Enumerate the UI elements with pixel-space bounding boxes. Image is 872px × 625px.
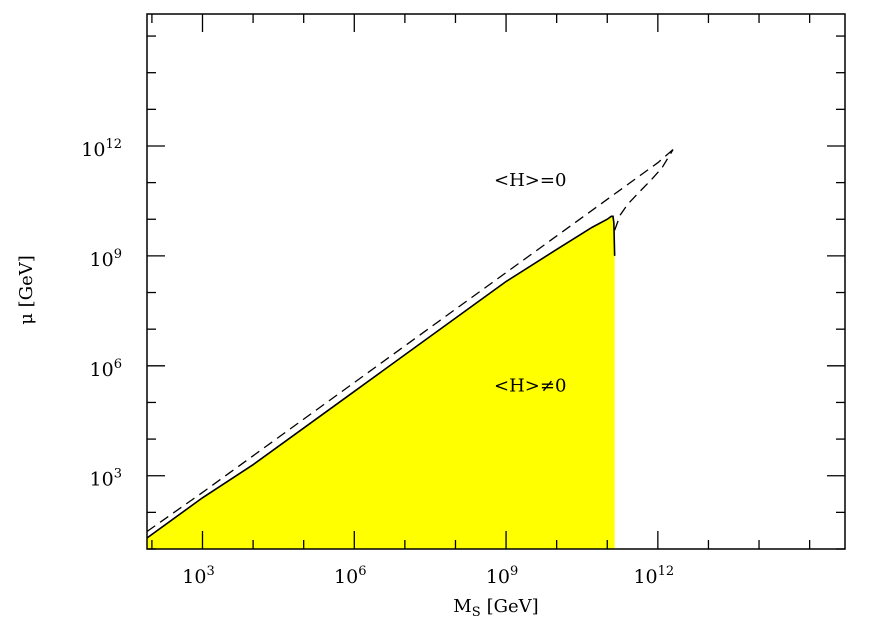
annotation-0: <H>=0: [494, 170, 566, 191]
x-axis-label: MS [GeV]: [453, 596, 538, 620]
dashed-curve-2: [614, 149, 674, 231]
x-tick-label: 1012: [633, 564, 674, 588]
solid-curve-0: [147, 215, 616, 539]
x-tick-label: 103: [182, 564, 214, 588]
y-tick-label: 1012: [81, 137, 122, 161]
dashed-curve-1: [147, 149, 674, 533]
x-tick-label: 109: [486, 564, 518, 588]
shaded-region: [147, 216, 615, 549]
y-tick-label: 109: [90, 247, 122, 271]
plot-frame: [146, 13, 846, 550]
x-tick-label: 106: [334, 564, 366, 588]
annotation-1: <H>≠0: [494, 375, 566, 396]
y-tick-label: 103: [90, 467, 122, 491]
y-tick-label: 106: [90, 357, 122, 381]
y-axis-label: μ [GeV]: [16, 255, 37, 325]
